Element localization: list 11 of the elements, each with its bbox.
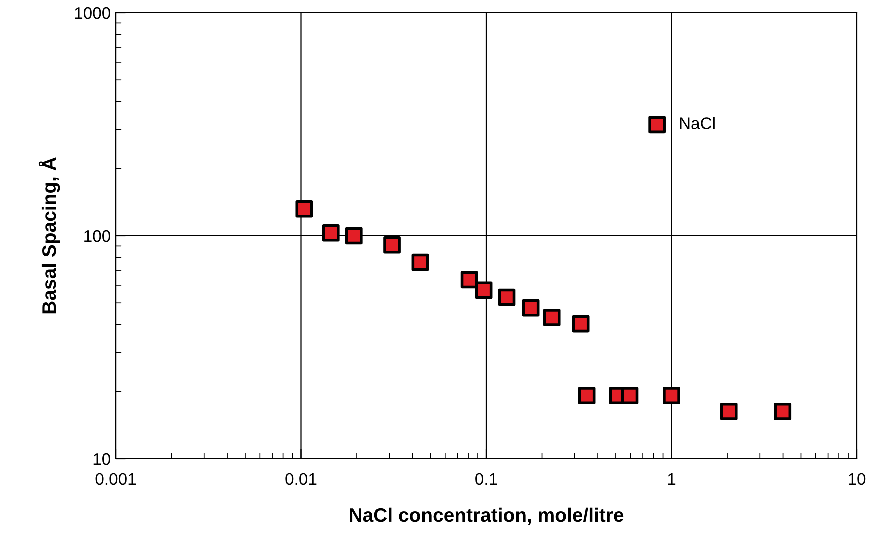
x-tick-label: 0.1 — [476, 473, 498, 486]
x-tick-label: 10 — [849, 473, 866, 486]
x-axis-title: NaCl concentration, mole/litre — [350, 508, 624, 525]
x-tick-label: 0.01 — [286, 473, 317, 486]
y-tick-label: 1000 — [75, 7, 110, 20]
x-tick-label: 1 — [668, 474, 676, 485]
x-tick-label: 0.001 — [96, 473, 136, 486]
legend-label: NaCl — [680, 117, 715, 130]
y-tick-label: 100 — [84, 230, 110, 242]
y-axis-title: Basal Spacing, Å — [38, 158, 60, 314]
y-tick-label: 10 — [94, 453, 110, 466]
